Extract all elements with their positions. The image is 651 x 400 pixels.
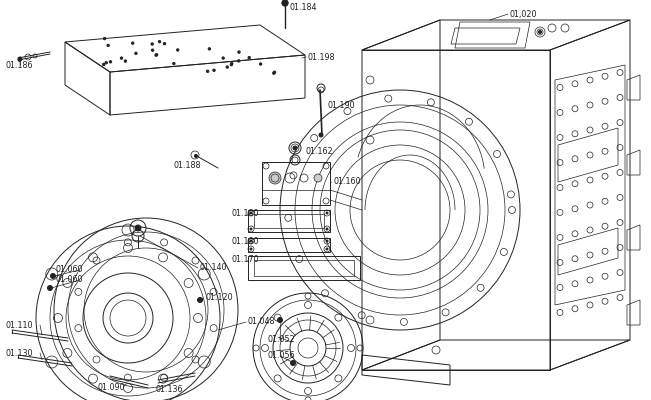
Circle shape	[163, 42, 166, 45]
Circle shape	[290, 360, 296, 366]
Circle shape	[18, 57, 22, 61]
Circle shape	[48, 286, 53, 290]
Circle shape	[277, 318, 283, 322]
Circle shape	[195, 154, 197, 158]
Text: 01.140: 01.140	[200, 264, 227, 272]
Text: 01.052: 01.052	[268, 336, 296, 344]
Circle shape	[250, 248, 252, 250]
Circle shape	[248, 56, 251, 59]
Circle shape	[250, 212, 252, 214]
Circle shape	[250, 240, 252, 242]
Text: 01.198: 01.198	[308, 52, 336, 62]
Circle shape	[102, 63, 105, 66]
Text: 01.060: 01.060	[55, 276, 83, 284]
Text: 01.130: 01.130	[5, 348, 33, 358]
Circle shape	[326, 248, 328, 250]
Circle shape	[51, 274, 55, 278]
Circle shape	[314, 174, 322, 182]
Circle shape	[273, 72, 275, 74]
Text: 01.188: 01.188	[173, 160, 201, 170]
Circle shape	[158, 40, 161, 43]
Circle shape	[260, 63, 262, 65]
Circle shape	[213, 69, 215, 72]
Circle shape	[197, 298, 202, 302]
Circle shape	[222, 57, 225, 59]
Circle shape	[273, 71, 276, 74]
Circle shape	[326, 228, 328, 230]
Circle shape	[132, 42, 134, 44]
Circle shape	[238, 51, 240, 53]
Circle shape	[238, 60, 240, 62]
Circle shape	[230, 62, 233, 65]
Circle shape	[319, 133, 323, 137]
Circle shape	[135, 225, 141, 231]
Text: 01.060: 01.060	[55, 266, 83, 274]
Text: 01.048: 01.048	[248, 318, 275, 326]
Circle shape	[155, 54, 158, 56]
Text: 01.190: 01.190	[328, 100, 355, 110]
Circle shape	[293, 146, 297, 150]
Circle shape	[226, 66, 229, 68]
Text: 01.120: 01.120	[205, 294, 232, 302]
Text: 01.180: 01.180	[232, 238, 260, 246]
Circle shape	[120, 57, 123, 59]
Circle shape	[326, 240, 328, 242]
Text: 01.160: 01.160	[333, 178, 361, 186]
Circle shape	[105, 62, 107, 64]
Circle shape	[173, 62, 175, 65]
Circle shape	[124, 60, 126, 62]
Circle shape	[206, 70, 209, 72]
Circle shape	[538, 30, 542, 34]
Text: 01.184: 01.184	[290, 4, 318, 12]
Circle shape	[230, 64, 232, 66]
Text: 01.110: 01.110	[5, 320, 33, 330]
Circle shape	[282, 0, 288, 6]
Circle shape	[135, 52, 137, 54]
Text: 01.170: 01.170	[232, 256, 260, 264]
Circle shape	[176, 49, 179, 51]
Text: 01,020: 01,020	[510, 10, 538, 18]
Circle shape	[269, 172, 281, 184]
Circle shape	[156, 54, 158, 56]
Circle shape	[208, 48, 210, 50]
Text: 01.180: 01.180	[232, 210, 260, 218]
Circle shape	[109, 61, 112, 63]
Text: 01.186: 01.186	[5, 60, 33, 70]
Circle shape	[107, 44, 109, 47]
Circle shape	[104, 38, 105, 40]
Circle shape	[326, 212, 328, 214]
Text: 01.056: 01.056	[268, 352, 296, 360]
Circle shape	[250, 228, 252, 230]
Text: 01.162: 01.162	[305, 148, 333, 156]
Circle shape	[151, 43, 154, 45]
Text: 01.090: 01.090	[98, 384, 126, 392]
Circle shape	[152, 49, 154, 51]
Text: 01.136: 01.136	[156, 386, 184, 394]
